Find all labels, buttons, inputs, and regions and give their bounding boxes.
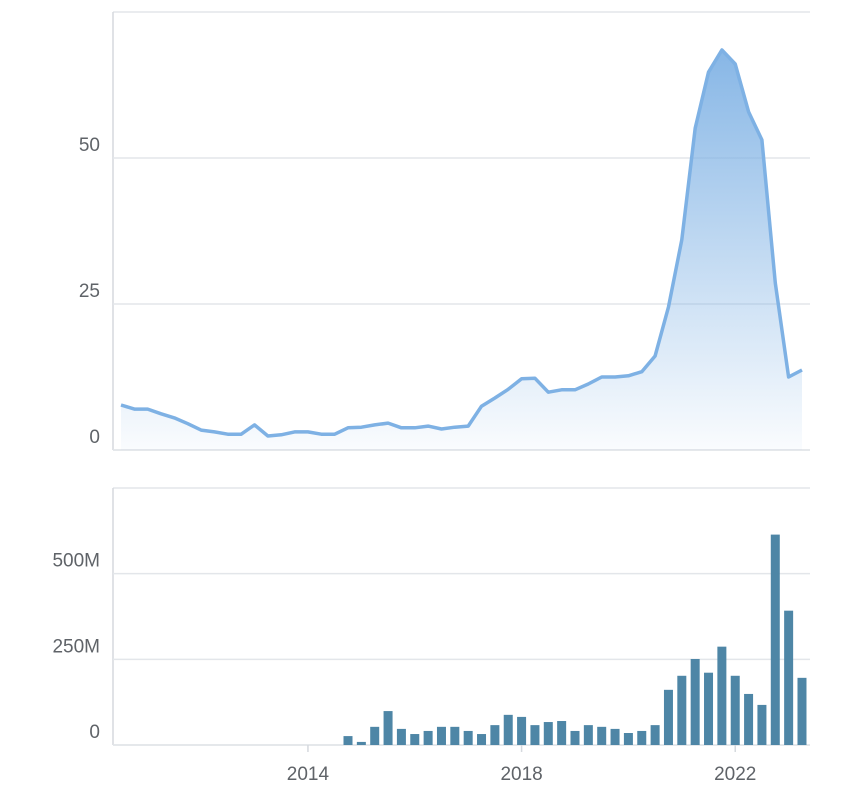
volume-bar [450,726,460,745]
volume-bar [770,534,780,745]
x-tick-label: 2018 [500,764,542,785]
y-tick-label: 500M [52,551,100,572]
volume-bar [597,726,607,745]
volume-bar [543,722,553,745]
volume-bar [717,646,727,745]
volume-bar [757,704,767,745]
x-tick-label: 2022 [714,764,756,785]
volume-bar [704,672,714,745]
volume-bar [477,734,487,745]
volume-bar [410,734,420,745]
volume-bar [650,725,660,745]
volume-bar [530,725,540,745]
volume-bar [730,675,740,745]
price-line [120,48,803,438]
volume-bar [517,716,527,745]
x-tick-label: 2014 [287,764,330,785]
y-tick-label: 0 [89,427,100,448]
volume-bar [690,658,700,745]
area-fill [121,50,802,450]
volume-bar [343,736,353,745]
volume-bar [663,689,673,745]
volume-bar [396,728,406,745]
volume-bar [423,730,433,745]
volume-bar [570,730,580,745]
volume-bar [490,725,500,745]
volume-bar [356,741,366,745]
y-tick-label: 25 [79,281,100,302]
volume-bar [744,693,754,745]
volume-bar [637,730,647,745]
volume-bar [503,714,513,745]
volume-bar [370,726,380,745]
y-tick-label: 250M [52,636,100,657]
volume-bar [583,725,593,745]
volume-bar [557,721,567,745]
volume-bar [463,730,473,745]
volume-bar [677,675,687,745]
volume-bar [610,728,620,745]
y-tick-label: 0 [89,722,100,743]
volume-bar [623,733,633,745]
volume-bar [784,610,794,745]
volume-bar [797,677,807,745]
y-tick-label: 50 [79,135,100,156]
volume-bar [383,711,393,745]
volume-bar [436,726,446,745]
